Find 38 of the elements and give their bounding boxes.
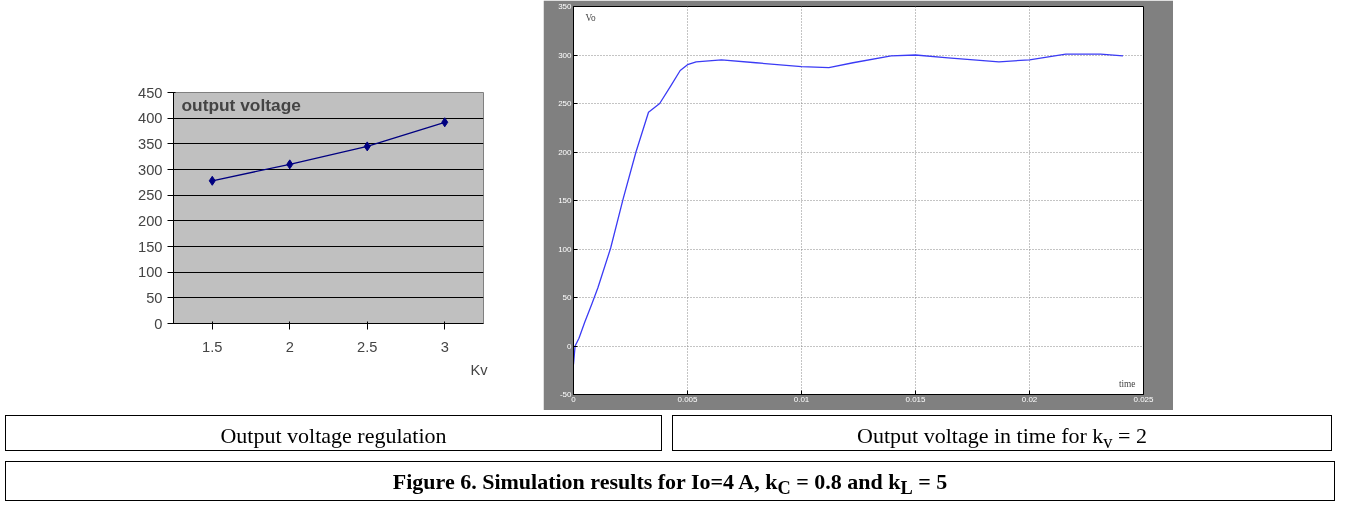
y-tick-label: 200 (138, 212, 163, 229)
y-tick-label: 50 (146, 289, 163, 306)
y-tick-label: -50 (559, 390, 573, 399)
point (208, 175, 216, 186)
x-tick-label: 3 (440, 338, 449, 355)
y-tick-label: 300 (138, 161, 163, 178)
text: Output voltage regulation (220, 422, 447, 450)
x-tick-label: 0.01 (793, 394, 810, 404)
x-tick-label: 2 (285, 338, 294, 355)
x-tick-label: 0.02 (1021, 394, 1038, 404)
y-tick-label: 100 (558, 244, 573, 254)
y-tick-label: 150 (558, 196, 573, 205)
y-tick-label: 250 (138, 187, 163, 204)
y-tick-label: 150 (138, 238, 163, 255)
y-tick-label: 200 (558, 147, 573, 157)
x-tick-label: 0.025 (1133, 394, 1155, 404)
chart-title: output voltage (181, 94, 302, 115)
x-tick-label: 2.5 (357, 338, 378, 355)
y-tick-label: 350 (558, 2, 573, 11)
y-tick-label: 450 (138, 84, 163, 101)
text: Output voltage in time for k$_{v}$ = 2 (857, 422, 1147, 455)
y-tick-label: 250 (558, 99, 573, 108)
y-tick-label: 350 (138, 135, 163, 152)
x-tick-label: 0.015 (905, 394, 927, 404)
y-tick-label: 100 (138, 264, 163, 281)
point (286, 159, 294, 170)
x-tick-label: 1.5 (202, 338, 223, 355)
x-tick-label: 0.005 (677, 394, 699, 404)
x-axis-title: Kv (470, 361, 489, 378)
y-tick-label: 400 (138, 110, 163, 127)
y-axis-title: Vo (585, 12, 597, 23)
y-tick-label: 50 (562, 293, 573, 302)
point (363, 141, 371, 152)
caption: Figure 6. Simulation results for Io=4 A, k$_{C}$ = 0.8 and k$_{L}$ = 5 (392, 468, 948, 501)
point (441, 117, 449, 128)
y-tick-label: 300 (558, 50, 573, 60)
x-axis-title: time (1118, 378, 1136, 389)
y-tick-label: 0 (154, 315, 163, 332)
